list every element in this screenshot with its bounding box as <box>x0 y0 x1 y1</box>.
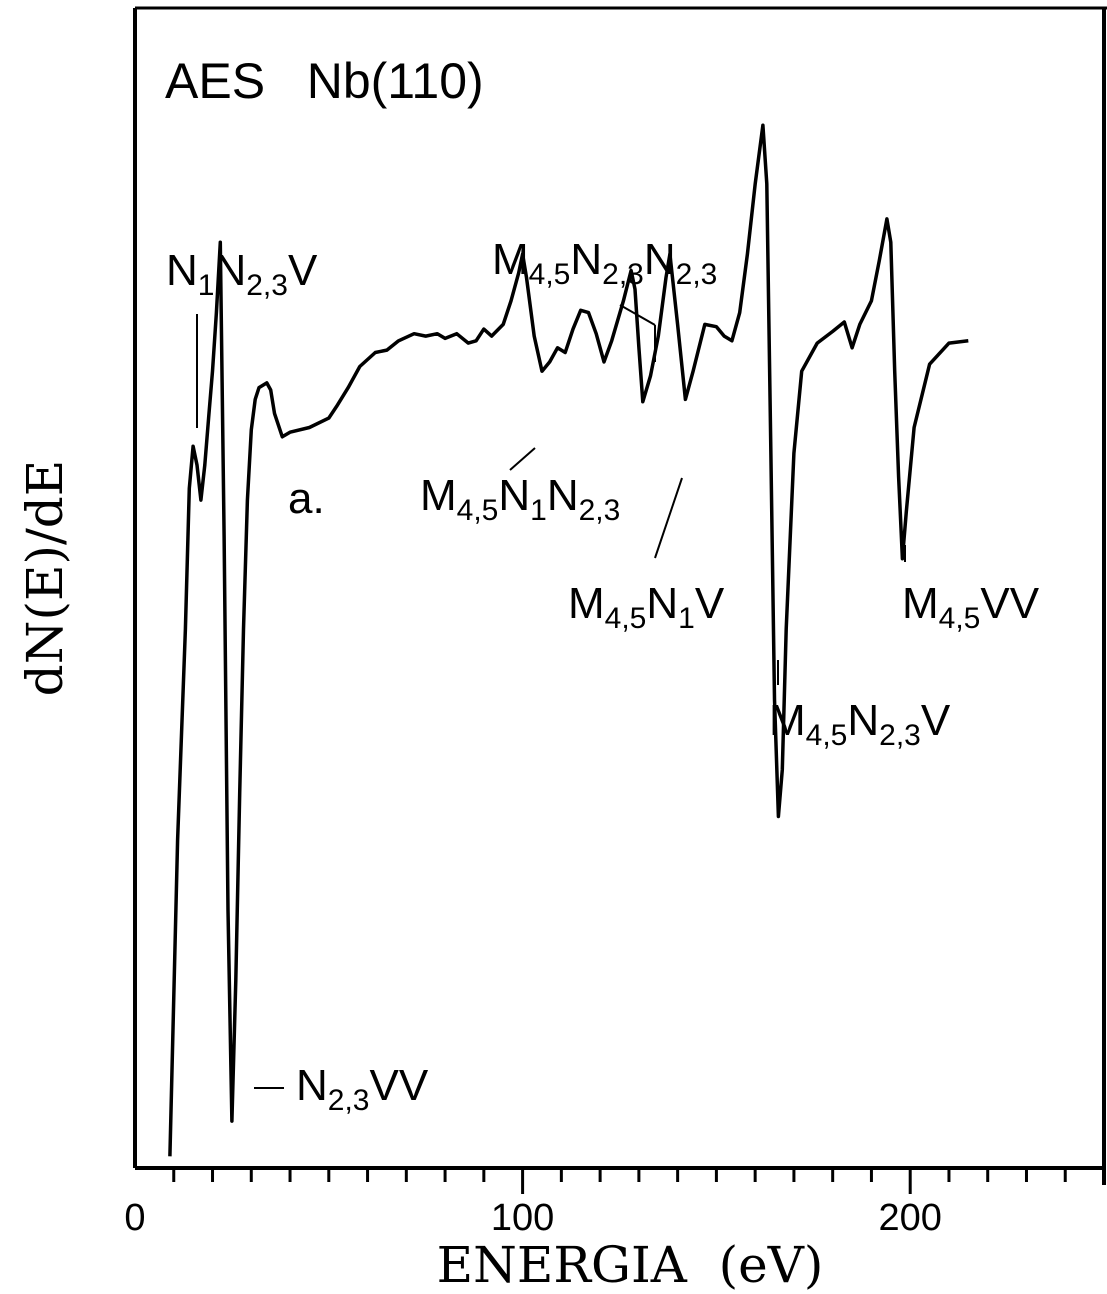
label-m45n1n23: M4,5​N1​N2,3​ <box>420 471 620 527</box>
label-subscript: 4,5 <box>529 258 571 291</box>
label-n1n23v: N1​N2,3​V <box>166 246 318 302</box>
label-main: N <box>547 471 579 520</box>
curve-label: a. <box>288 474 325 523</box>
annotation-leaders <box>196 304 906 1089</box>
leader-m45n23n23 <box>619 304 656 326</box>
label-subscript: 2,3 <box>579 494 621 527</box>
label-main: VV <box>980 579 1039 628</box>
label-main: N <box>498 471 530 520</box>
x-tick-label: 200 <box>878 1197 941 1239</box>
label-main: M <box>492 235 529 284</box>
x-tick-labels: 0 100 200 <box>124 1197 941 1239</box>
label-subscript: 2,3 <box>602 258 644 291</box>
label-subscript: 1 <box>678 602 695 635</box>
label-m45vv: M4,5​VV <box>902 579 1040 635</box>
label-main: V <box>288 246 318 295</box>
label-subscript: 2,3 <box>676 258 718 291</box>
spectrum-line <box>168 123 969 1157</box>
x-tick-label: 0 <box>124 1197 145 1239</box>
label-m45n23v: M4,5​N2,3​V <box>769 696 951 752</box>
label-main: M <box>568 579 605 628</box>
x-axis-title: ENERGIA (eV) <box>437 1236 824 1294</box>
label-main: V <box>921 696 951 745</box>
label-subscript: 4,5 <box>806 719 848 752</box>
label-main: N <box>847 696 879 745</box>
leader-m45n1v <box>654 477 683 559</box>
label-main: N <box>646 579 678 628</box>
label-m45n1v: M4,5​N1​V <box>568 579 725 635</box>
y-axis-title: dN(E)/dE <box>16 460 74 697</box>
label-main: M <box>902 579 939 628</box>
label-main: M <box>420 471 457 520</box>
label-main: N <box>296 1061 328 1110</box>
label-subscript: 2,3 <box>246 269 288 302</box>
label-main: V <box>695 579 725 628</box>
label-m45n23n23: M4,5​N2,3​N2,3​ <box>492 235 717 291</box>
label-main: VV <box>370 1061 429 1110</box>
x-tick-label: 100 <box>491 1197 554 1239</box>
label-main: N <box>166 246 198 295</box>
label-subscript: 4,5 <box>457 494 499 527</box>
label-main: M <box>769 696 806 745</box>
chart-title: AES Nb(110) <box>165 53 484 109</box>
x-axis-ticks <box>172 1168 1067 1194</box>
leader-m45n1n23 <box>509 447 536 471</box>
label-subscript: 2,3 <box>328 1084 370 1117</box>
label-subscript: 1 <box>530 494 547 527</box>
label-subscript: 2,3 <box>879 719 921 752</box>
label-subscript: 4,5 <box>939 602 981 635</box>
label-subscript: 1 <box>198 269 215 302</box>
label-main: N <box>570 235 602 284</box>
label-main: N <box>644 235 676 284</box>
label-n23vv: N2,3​VV <box>296 1061 429 1117</box>
label-subscript: 4,5 <box>605 602 647 635</box>
label-main: N <box>214 246 246 295</box>
